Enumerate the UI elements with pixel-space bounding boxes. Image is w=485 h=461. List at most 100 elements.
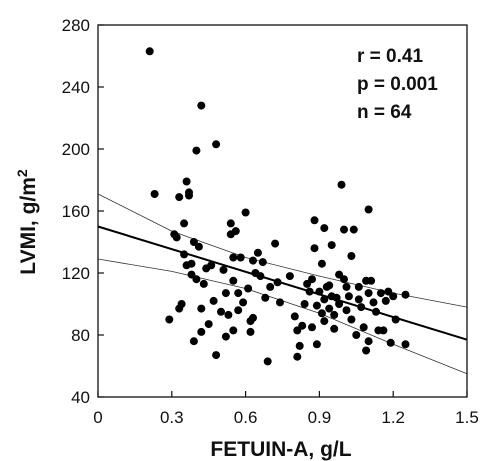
ci-lower-line	[97, 258, 468, 375]
data-point	[229, 276, 238, 285]
data-point	[359, 323, 368, 332]
x-tick-label: 0.6	[234, 408, 258, 427]
data-point	[185, 191, 193, 200]
data-point	[325, 304, 334, 313]
data-point	[352, 331, 361, 339]
data-point	[234, 289, 243, 298]
data-point	[308, 323, 316, 332]
data-point	[340, 275, 348, 284]
data-point	[312, 301, 321, 310]
data-point	[354, 295, 363, 304]
data-point	[344, 292, 353, 301]
data-point	[246, 327, 255, 336]
data-point	[312, 340, 321, 349]
data-point	[253, 248, 262, 257]
data-point	[317, 259, 326, 268]
y-axis-title-group: LVMI, g/m2	[14, 169, 40, 275]
x-tick-label: 1.5	[455, 408, 479, 427]
data-point	[258, 258, 267, 267]
data-point	[212, 351, 221, 360]
data-point	[145, 47, 154, 56]
y-tick-label: 240	[62, 78, 90, 97]
data-points	[145, 47, 410, 366]
ci-upper-line	[97, 193, 468, 308]
data-point	[290, 312, 299, 321]
data-point	[241, 208, 250, 217]
data-point	[330, 324, 339, 333]
data-point	[182, 177, 191, 186]
y-axis-ticks: 40 80 120 160 200 240 280	[62, 16, 104, 407]
data-point	[364, 289, 373, 298]
x-tick-label: 0	[93, 408, 102, 427]
data-point	[209, 296, 218, 305]
data-point	[239, 298, 248, 307]
data-point	[217, 307, 225, 316]
data-point	[369, 298, 378, 307]
data-point	[219, 265, 228, 274]
data-point	[340, 225, 348, 234]
data-point	[276, 298, 284, 307]
y-tick-label: 280	[62, 16, 90, 35]
data-point	[249, 313, 257, 322]
data-point	[376, 289, 385, 298]
data-point	[236, 253, 245, 262]
data-point	[330, 310, 339, 319]
data-point	[207, 261, 216, 270]
data-point	[386, 338, 395, 347]
data-point	[229, 326, 238, 335]
y-axis-title: LVMI, g/m2	[14, 169, 40, 275]
data-point	[347, 252, 356, 260]
y-tick-label: 40	[71, 388, 90, 407]
data-point	[244, 284, 253, 293]
data-point	[401, 340, 410, 349]
data-point	[362, 346, 371, 355]
data-point	[224, 310, 233, 319]
y-axis-title-main: LVMI, g/m	[17, 177, 40, 275]
data-point	[249, 256, 257, 265]
data-point	[325, 281, 334, 290]
data-point	[189, 337, 198, 346]
data-point	[364, 205, 373, 214]
data-point	[180, 219, 189, 228]
data-point	[221, 332, 230, 341]
data-point	[320, 317, 329, 326]
data-point	[320, 224, 329, 233]
data-point	[204, 320, 213, 329]
data-point	[364, 337, 373, 346]
data-point	[342, 306, 351, 315]
x-tick-label: 0.9	[308, 408, 332, 427]
data-point	[197, 327, 206, 336]
data-point	[354, 282, 363, 291]
data-point	[189, 238, 198, 246]
data-point	[298, 321, 307, 330]
data-point	[327, 241, 336, 250]
data-point	[285, 272, 294, 281]
y-tick-label: 120	[62, 264, 90, 283]
y-axis-title-superscript: 2	[14, 169, 30, 177]
annotation-n: n = 64	[357, 102, 412, 123]
data-point	[401, 290, 410, 299]
data-point	[310, 216, 319, 225]
data-point	[317, 309, 326, 318]
y-tick-label: 160	[62, 202, 90, 221]
y-tick-label: 80	[71, 326, 90, 345]
data-point	[263, 357, 272, 366]
data-point	[229, 253, 238, 262]
annotation-p: p = 0.001	[357, 74, 438, 95]
data-point	[197, 304, 206, 313]
data-point	[293, 352, 302, 361]
annotation-r: r = 0.41	[357, 46, 423, 67]
data-point	[197, 101, 206, 110]
data-point	[367, 276, 376, 285]
data-point	[261, 293, 270, 302]
data-point	[212, 140, 221, 149]
data-point	[231, 227, 240, 236]
data-point	[271, 239, 280, 248]
data-point	[389, 292, 398, 301]
data-point	[300, 300, 309, 308]
data-point	[172, 233, 181, 242]
data-point	[177, 300, 186, 308]
x-tick-label: 1.2	[381, 408, 405, 427]
data-point	[187, 259, 196, 268]
data-point	[295, 341, 304, 350]
